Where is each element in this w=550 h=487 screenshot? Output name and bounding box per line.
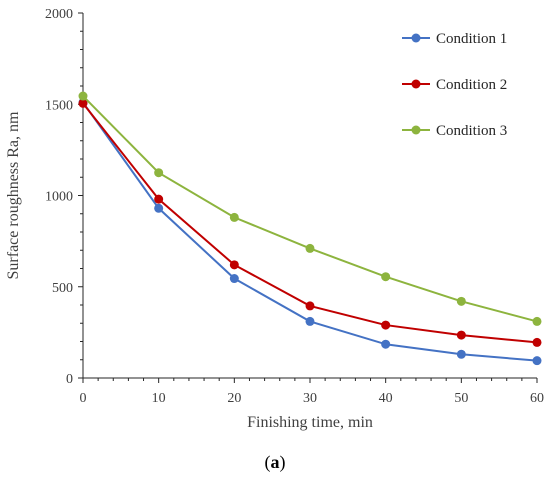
data-point	[456, 349, 466, 359]
legend-item-condition-1: Condition 1	[402, 31, 507, 47]
line-chart: 0 10 20 30 40 50 60 0 500 1000 1500 2000 Finishing…	[5, 7, 544, 431]
legend-label: Condition 2	[436, 77, 507, 93]
data-point	[381, 339, 391, 349]
x-tick-label: 40	[379, 391, 393, 406]
data-point	[532, 316, 542, 326]
y-tick-label: 500	[52, 281, 73, 296]
data-point	[154, 194, 164, 204]
data-point	[305, 301, 315, 311]
data-point	[532, 356, 542, 366]
data-point	[381, 272, 391, 282]
legend-label: Condition 1	[436, 31, 507, 47]
legend-item-condition-3: Condition 3	[402, 123, 507, 139]
data-point	[229, 260, 239, 270]
series-layer	[78, 91, 542, 366]
x-axis-title: Finishing time, min	[247, 414, 373, 431]
data-point	[456, 296, 466, 306]
x-tick-label: 10	[152, 391, 166, 406]
x-tick-label: 50	[454, 391, 468, 406]
y-tick-label: 0	[66, 372, 73, 387]
y-tick-label: 2000	[45, 7, 73, 22]
legend: Condition 1 Condition 2 Condition 3	[402, 31, 507, 139]
series-condition-2	[78, 98, 542, 347]
x-tick-label: 60	[530, 391, 544, 406]
y-ticks: 0 500 1000 1500 2000	[45, 7, 83, 387]
data-point	[78, 91, 88, 101]
y-axis-title: Surface roughness Ra, nm	[5, 111, 22, 280]
figure-caption: (a)	[0, 452, 550, 473]
legend-item-condition-2: Condition 2	[402, 77, 507, 93]
legend-marker	[411, 125, 421, 135]
data-point	[456, 330, 466, 340]
plot-area: 0 10 20 30 40 50 60 0 500 1000 1500 2000	[45, 7, 544, 406]
data-point	[381, 320, 391, 330]
data-point	[154, 203, 164, 213]
series-condition-3	[78, 91, 542, 326]
x-tick-label: 30	[303, 391, 317, 406]
x-tick-label: 20	[227, 391, 241, 406]
legend-label: Condition 3	[436, 123, 507, 139]
data-point	[532, 337, 542, 347]
data-point	[305, 316, 315, 326]
caption-open: (	[264, 452, 271, 472]
y-tick-label: 1500	[45, 98, 73, 113]
data-point	[229, 212, 239, 222]
x-tick-label: 0	[80, 391, 87, 406]
data-point	[78, 98, 88, 108]
caption-close: )	[279, 452, 286, 472]
y-tick-label: 1000	[45, 190, 73, 205]
data-point	[154, 168, 164, 178]
legend-marker	[411, 33, 421, 43]
data-point	[305, 243, 315, 253]
x-ticks: 0 10 20 30 40 50 60	[80, 378, 544, 406]
data-point	[229, 274, 239, 284]
legend-marker	[411, 79, 421, 89]
caption-letter: a	[270, 452, 280, 472]
